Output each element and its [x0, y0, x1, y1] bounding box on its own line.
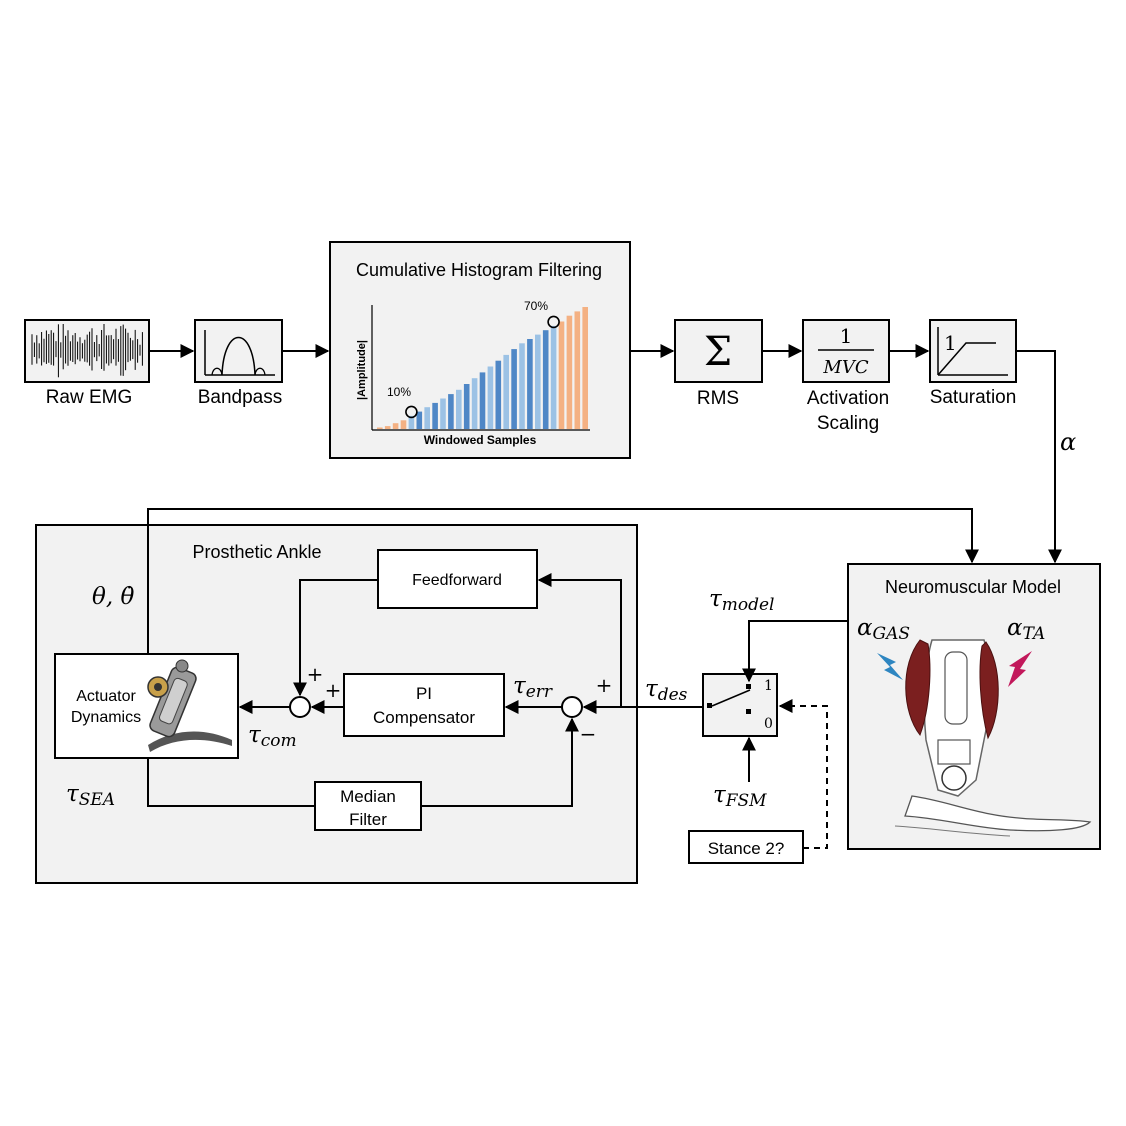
histogram-bar	[582, 307, 588, 429]
raw-emg-block[interactable]	[24, 319, 150, 383]
pi-label-2: Compensator	[373, 708, 475, 727]
tau-sea-label: τSEA	[66, 781, 115, 810]
histogram-ylabel: |Amplitude|	[356, 340, 368, 400]
median-label-1: Median	[340, 787, 396, 806]
histogram-bar	[511, 349, 517, 429]
bandpass-label: Bandpass	[198, 387, 283, 408]
leg-prosthesis-illustration	[894, 639, 1092, 837]
sum2-plus: +	[596, 673, 613, 697]
histogram-bar	[408, 415, 415, 429]
histogram-bar	[471, 378, 478, 429]
raw-emg-label: Raw EMG	[46, 387, 133, 408]
wire-feedback-model	[147, 508, 979, 654]
tau-model-label: τmodel	[709, 586, 774, 615]
actuator-label-2: Dynamics	[71, 709, 141, 726]
histogram-bar	[463, 384, 470, 429]
wire-stance-switch	[778, 699, 828, 849]
median-label-2: Filter	[349, 810, 387, 829]
saturation-block[interactable]: 1	[929, 319, 1017, 383]
histogram-bar	[392, 423, 399, 429]
tau-com-label: τcom	[248, 722, 297, 751]
histogram-bar	[558, 321, 565, 429]
actuator-label-1: Actuator	[76, 688, 136, 705]
marker-70-label: 70%	[524, 299, 548, 313]
wire-median-error	[421, 717, 579, 807]
histogram-bar	[495, 360, 502, 429]
sigma-icon: Σ	[704, 329, 732, 375]
tau-fsm-label: τFSM	[713, 782, 767, 811]
wire-actuator-median	[147, 758, 315, 807]
saturation-level: 1	[944, 331, 957, 355]
histogram-bar	[448, 394, 454, 429]
stance-query-label: Stance 2?	[708, 839, 785, 858]
alpha-ta-label: αTA	[1007, 615, 1045, 644]
histogram-bar	[456, 389, 462, 429]
sum1-plus-right: +	[325, 678, 342, 702]
wire-model-switch	[742, 620, 848, 683]
summing-junction-error	[561, 696, 583, 718]
rms-block[interactable]: Σ	[674, 319, 763, 383]
histogram-marker	[405, 405, 418, 419]
histogram-bar	[440, 398, 446, 429]
emg-signal-icon	[31, 324, 143, 378]
histogram-bar	[519, 343, 525, 429]
histogram-bar	[574, 311, 581, 429]
pi-compensator-block[interactable]: PI Compensator	[343, 673, 505, 737]
histogram-bar	[542, 330, 549, 429]
alpha-gas-label: αGAS	[857, 615, 910, 644]
stance-query-block[interactable]: Stance 2?	[688, 830, 804, 864]
rms-label: RMS	[697, 388, 739, 409]
tau-err-label: τerr	[513, 673, 553, 702]
prosthetic-ankle-title: Prosthetic Ankle	[192, 542, 321, 562]
histogram-bar	[416, 411, 423, 429]
actuator-dynamics-block[interactable]: Actuator Dynamics	[54, 653, 239, 759]
histogram-bar	[550, 325, 557, 429]
histogram-xlabel: Windowed Samples	[424, 433, 537, 447]
torque-switch[interactable]: 1 0	[702, 673, 778, 737]
histogram-bar	[535, 334, 541, 429]
histogram-title: Cumulative Histogram Filtering	[356, 260, 602, 280]
theta-label: θ, θ̇	[92, 584, 134, 610]
activation-label-1: Activation	[807, 388, 889, 409]
saturation-label: Saturation	[930, 387, 1017, 408]
bandpass-block[interactable]	[194, 319, 283, 383]
pi-label-1: PI	[416, 684, 432, 703]
feedforward-block[interactable]: Feedforward	[377, 549, 538, 609]
sum2-minus: −	[580, 722, 597, 746]
median-filter-block[interactable]: Median Filter	[314, 781, 422, 831]
histogram-bar	[384, 426, 391, 429]
histogram-bar	[527, 339, 533, 429]
scaling-numerator: 1	[840, 324, 853, 348]
wire-feedforward-sum	[293, 579, 378, 697]
histogram-bar	[566, 315, 573, 429]
actuator-image	[147, 659, 232, 752]
wire-des-feedforward	[537, 573, 622, 707]
switch-pos-1: 1	[764, 678, 773, 694]
histogram-bar	[432, 402, 438, 429]
alpha-label: α	[1060, 428, 1076, 456]
histogram-bar	[424, 407, 430, 429]
bandpass-response-icon	[204, 330, 275, 376]
sum1-plus-top: +	[307, 662, 324, 686]
switch-pos-0: 0	[764, 716, 773, 732]
summing-junction-output	[289, 696, 311, 718]
histogram-bar	[487, 366, 494, 429]
tau-des-label: τdes	[645, 676, 688, 705]
neuromuscular-title: Neuromuscular Model	[885, 577, 1061, 597]
wire-saturation-model	[1016, 350, 1062, 564]
scaling-denominator: MVC	[822, 357, 868, 378]
marker-10-label: 10%	[387, 385, 411, 399]
histogram-bar	[503, 354, 509, 429]
activation-scaling-block[interactable]: 1 MVC	[802, 319, 890, 383]
histogram-bar	[479, 372, 486, 429]
histogram-bar	[400, 420, 407, 429]
feedforward-label: Feedforward	[412, 572, 502, 589]
histogram-marker	[547, 315, 560, 329]
blue-lightning-icon	[877, 653, 903, 680]
red-lightning-icon	[1008, 651, 1032, 687]
activation-label-2: Scaling	[817, 413, 879, 434]
histogram-chart	[371, 305, 590, 431]
histogram-bar	[377, 427, 383, 429]
